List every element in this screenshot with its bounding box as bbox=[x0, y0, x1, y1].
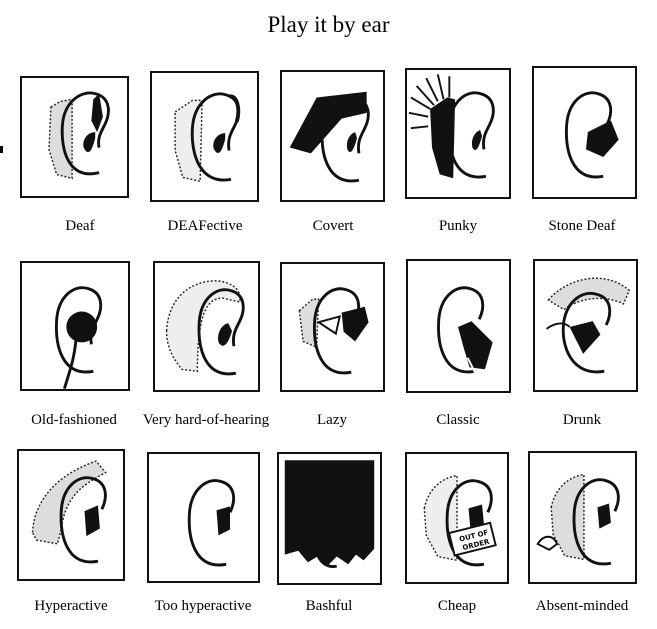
ear-hearing-aid-icon bbox=[545, 277, 631, 374]
caption-classic: Classic bbox=[436, 412, 480, 428]
ear-hearing-aid-icon bbox=[536, 473, 620, 566]
ear-panel-punky bbox=[405, 68, 511, 199]
caption-too-hyperactive: Too hyperactive bbox=[154, 598, 252, 614]
ear-hearing-aid-icon bbox=[564, 91, 619, 179]
ear-panel-drunk bbox=[533, 259, 638, 392]
ear-hearing-aid-icon bbox=[298, 287, 369, 375]
caption-hyperactive: Hyperactive bbox=[34, 598, 108, 614]
ear-hearing-aid-icon bbox=[187, 479, 236, 567]
caption-deafective: DEAFective bbox=[167, 218, 243, 234]
caption-punky: Punky bbox=[438, 218, 478, 234]
ear-panel-deaf bbox=[20, 76, 129, 198]
caption-drunk: Drunk bbox=[562, 412, 602, 428]
ear-panel-very-hard-of-hearing bbox=[153, 261, 260, 392]
caption-absent-minded: Absent-minded bbox=[535, 598, 629, 614]
ear-hearing-aid-icon bbox=[423, 474, 497, 567]
caption-stone-deaf: Stone Deaf bbox=[548, 218, 616, 234]
ear-hearing-aid-icon bbox=[31, 460, 107, 564]
ear-panel-stone-deaf bbox=[532, 66, 637, 199]
ear-panel-bashful bbox=[277, 452, 382, 585]
ear-hearing-aid-icon bbox=[408, 74, 495, 179]
caption-bashful: Bashful bbox=[305, 598, 353, 614]
caption-cheap: Cheap bbox=[437, 598, 477, 614]
caption-covert: Covert bbox=[312, 218, 354, 234]
ear-hearing-aid-icon bbox=[54, 286, 103, 389]
margin-mark bbox=[0, 146, 3, 153]
page-title: Play it by ear bbox=[267, 12, 390, 37]
ear-hearing-aid-icon bbox=[165, 280, 245, 376]
caption-deaf: Deaf bbox=[65, 218, 95, 234]
ear-hearing-aid-icon bbox=[284, 460, 375, 569]
ear-hearing-aid-icon bbox=[174, 92, 241, 183]
ear-panel-lazy bbox=[280, 262, 385, 392]
ear-panel-deafective bbox=[150, 71, 259, 202]
caption-lazy: Lazy bbox=[317, 412, 347, 428]
ear-panel-absent-minded bbox=[528, 451, 637, 584]
caption-old-fashioned: Old-fashioned bbox=[31, 412, 117, 428]
caption-very-hard-of-hearing: Very hard-of-hearing bbox=[142, 412, 270, 428]
ear-panel-covert bbox=[280, 70, 385, 202]
ear-hearing-aid-icon bbox=[437, 286, 493, 374]
ear-hearing-aid-icon bbox=[289, 91, 370, 183]
ear-panel-cheap: OUT OF ORDER bbox=[405, 452, 509, 584]
ear-hearing-aid-icon bbox=[48, 91, 110, 180]
ear-panel-old-fashioned bbox=[20, 261, 130, 391]
ear-panel-classic bbox=[406, 259, 511, 393]
ear-panel-too-hyperactive bbox=[147, 452, 260, 583]
ear-panel-hyperactive bbox=[17, 449, 125, 581]
